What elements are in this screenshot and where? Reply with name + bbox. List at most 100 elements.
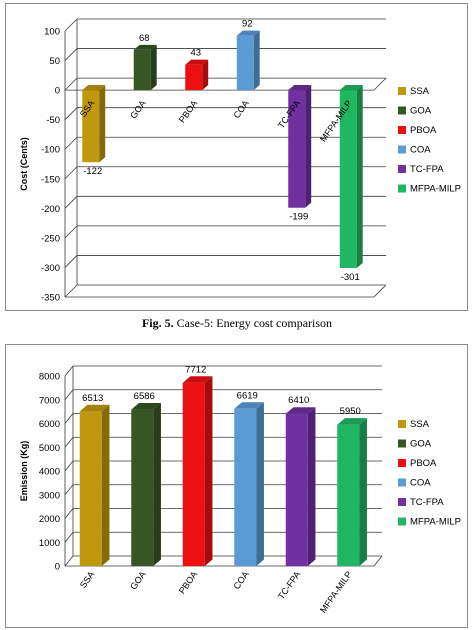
legend-swatch-tc-fpa [398,165,406,173]
legend-label: TC-FPA [410,497,444,508]
bar-tc-fpa [288,90,306,208]
bar-side-pboa [202,59,209,91]
legend-swatch-pboa [398,459,406,467]
legend-label: MFPA-MILP [410,184,461,195]
legend-label: GOA [410,106,432,117]
legend-swatch-goa [398,439,406,448]
legend-swatch-goa [398,106,406,115]
bar-ssa [82,90,100,163]
bar-top-mfpa-milp [337,418,367,425]
bar-goa [131,409,154,566]
bar-mfpa-milp [339,90,357,269]
bar-goa [133,49,151,91]
gridline-diagonal [64,437,74,448]
y-axis-label: Cost (Cents) [19,137,29,191]
data-label: 6619 [237,390,258,401]
floor-edge [373,284,387,298]
cost-chart-frame [5,3,468,311]
data-label: 43 [190,48,201,59]
bar-side-goa [153,403,161,566]
y-tick-label: 0 [55,562,60,573]
legend-swatch-mfpa-milp [398,184,406,193]
legend-label: SSA [410,419,430,430]
figure-caption-text: Case-5: Energy cost comparison [173,316,333,330]
emission-chart: 8000 7000 6000 5000 4000 3000 2000 1000 0 Emissio… [19,364,461,614]
bar-mfpa-milp [337,424,360,566]
data-label: 92 [242,19,253,30]
x-tick-label: MFPA-MILP [318,569,354,614]
gridline-diagonal [64,532,74,543]
legend-label: COA [410,478,431,489]
y-axis-label: Emission (Kg) [19,441,29,502]
gridline-diagonal [64,136,78,150]
bar-tc-fpa [285,413,308,566]
bar-top-tc-fpa [285,407,316,414]
gridline-diagonal [64,508,74,519]
bar-top-ssa [82,85,106,91]
gridline-diagonal [64,255,78,268]
bar-side-coa [253,30,260,91]
bar-pboa [182,382,205,566]
data-label: -122 [83,166,102,177]
gridline-diagonal [64,389,74,400]
bar-side-pboa [204,376,213,566]
legend-swatch-coa [398,145,406,154]
data-label: 68 [139,33,150,44]
legend-swatch-tc-fpa [398,498,406,506]
bar-top-goa [133,44,157,50]
data-label: 5950 [340,406,361,417]
y-tick-label: 3000 [39,490,60,501]
y-tick-label: -150 [41,174,60,185]
bar-side-coa [256,402,264,566]
y-tick-label: 0 [55,86,60,97]
y-tick-label: 5000 [39,443,60,454]
legend-label: SSA [410,86,430,97]
legend-label: PBOA [410,125,437,136]
bar-top-coa [236,30,260,36]
cost-chart: 100 50 0 -50 -100 -150 -200 -250 -300 -350 Cost (C… [19,18,461,304]
x-tick-label: GOA [128,98,148,120]
y-tick-label: 7000 [39,395,60,406]
bar-side-tc-fpa [307,407,316,566]
gridline-diagonal [64,225,78,239]
y-tick-label: 100 [44,27,60,38]
y-tick-label: -300 [41,263,60,274]
legend-label: GOA [410,439,432,450]
gridline-diagonal [64,555,74,567]
bar-side-ssa [99,85,106,163]
bar-top-pboa [185,59,209,65]
gridline-diagonal [64,107,78,120]
legend-label: MFPA-MILP [410,517,461,528]
x-tick-label: PBOA [177,98,200,124]
gridline-diagonal [64,166,78,180]
gridline-diagonal [64,484,74,495]
x-tick-label: SSA [78,569,97,589]
bar-side-goa [150,44,157,91]
bar-top-mfpa-milp [339,85,363,91]
gridline-diagonal [64,18,78,32]
legend-swatch-ssa [398,420,406,428]
floor-edge [373,555,383,567]
data-label: 7712 [185,364,206,375]
gridline-diagonal [64,365,74,377]
bar-top-pboa [182,376,213,383]
gridline-diagonal [64,77,78,91]
legend-label: COA [410,145,431,156]
data-label: 6586 [134,391,155,402]
gridline-diagonal [64,284,78,298]
bar-top-tc-fpa [288,85,312,91]
x-tick-label: GOA [128,569,148,591]
bar-side-mfpa-milp [356,85,363,269]
data-label: 6410 [288,395,309,406]
bar-top-ssa [79,404,110,412]
x-tick-label: PBOA [177,569,200,595]
bar-side-ssa [101,404,110,566]
figure-caption: Fig. 5. Case-5: Energy cost comparison [0,316,474,331]
gridline-diagonal [64,460,74,472]
y-tick-label: 6000 [39,419,60,430]
bar-pboa [185,64,203,91]
legend-swatch-mfpa-milp [398,517,406,526]
gridline-diagonal [64,196,78,209]
bar-top-coa [234,402,264,409]
x-tick-label: COA [232,98,251,120]
